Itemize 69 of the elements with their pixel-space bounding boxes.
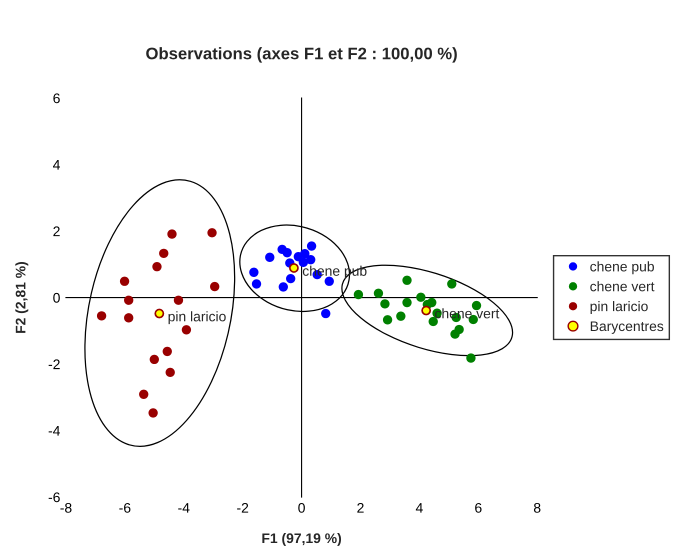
point [396,312,406,321]
point [466,353,476,363]
legend-label: pin laricio [590,301,648,314]
point [124,296,134,305]
point [162,346,172,356]
x-axis-title: F1 (97,19 %) [262,532,342,546]
point [148,408,158,418]
point [324,276,334,286]
y-tick-label: -6 [48,492,60,502]
y-tick-label: 4 [53,160,60,170]
point [447,279,456,289]
point [159,248,168,258]
x-tick-label: 4 [416,503,423,513]
x-tick-label: -8 [60,502,72,513]
point [282,248,292,258]
point [380,299,390,309]
point [174,296,184,305]
point [96,311,106,321]
point [374,288,384,298]
point [139,390,148,399]
x-tick-label: 6 [475,502,482,513]
point [167,229,177,239]
point [286,274,296,284]
point [298,258,308,267]
x-tick-label: -4 [178,503,190,513]
point [152,262,162,272]
point [306,241,316,251]
point [207,228,217,238]
x-tick-label: 2 [357,502,364,513]
point [150,354,159,364]
point [252,279,262,289]
legend-label: Barycentres [590,321,664,334]
point [210,282,220,292]
point [428,316,438,326]
point [249,268,259,277]
point [289,263,299,273]
point [402,276,412,285]
y-tick-label: -2 [48,359,60,370]
x-tick-label: 8 [534,502,540,513]
y-tick-label: -4 [48,426,60,436]
point [416,292,426,302]
point [306,255,316,264]
x-tick-label: -6 [119,502,130,513]
y-tick-label: 6 [53,93,60,104]
point [402,298,412,308]
point [450,329,460,339]
point [300,249,310,258]
point [278,282,288,292]
point [472,300,482,310]
annotation: pin laricio [168,311,226,324]
chart-title: Observations (axes F1 et F2 : 100,00 %) [146,47,457,63]
point [120,276,130,286]
point [124,313,134,322]
y-tick-label: 0 [53,292,60,303]
point [354,290,364,300]
point [382,315,392,324]
legend-label: chene vert [590,281,654,292]
y-axis-title: F2 (2,81 %) [15,262,28,333]
x-tick-label: 0 [298,502,305,513]
y-tick-label: 2 [53,226,60,236]
point [154,308,164,318]
point [265,252,274,262]
point [421,306,432,316]
x-tick-label: -2 [237,502,248,513]
legend-label: chene pub [590,261,654,274]
point [427,298,436,308]
point [166,368,175,378]
point [321,308,330,318]
point [182,325,192,334]
